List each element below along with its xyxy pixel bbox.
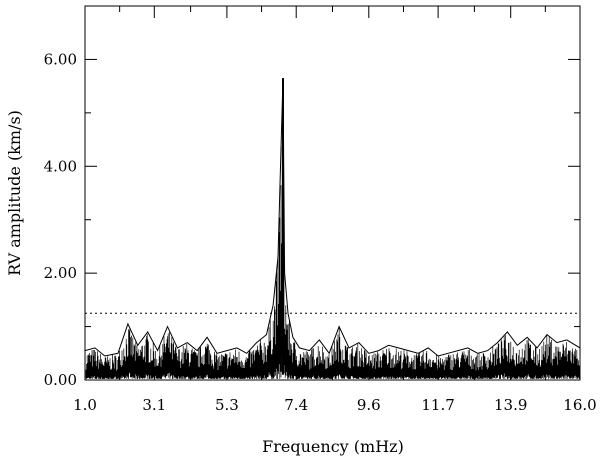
x-tick-label: 5.3 (215, 396, 239, 414)
x-tick-label: 1.0 (73, 396, 97, 414)
plot-frame (84, 5, 581, 381)
tick-labels: 1.0 3.1 5.3 7.4 9.6 11.7 13.9 16.0 0.00 2.00 4.00 6… (44, 50, 597, 414)
y-tick-label: 4.00 (44, 157, 77, 175)
noise-strokes (85, 136, 581, 379)
x-tick-label: 7.4 (284, 396, 308, 414)
x-tick-label: 3.1 (142, 396, 166, 414)
x-tick-label: 11.7 (421, 396, 454, 414)
x-tick-label: 13.9 (494, 396, 527, 414)
x-tick-label: 16.0 (563, 396, 596, 414)
x-tick-label: 9.6 (357, 396, 381, 414)
y-tick-label: 2.00 (44, 264, 77, 282)
y-tick-label: 0.00 (44, 371, 77, 389)
amplitude-envelope (84, 78, 581, 357)
axis-ticks (84, 5, 581, 381)
y-tick-label: 6.00 (44, 50, 77, 68)
x-axis-title: Frequency (mHz) (262, 437, 404, 456)
y-axis-title: RV amplitude (km/s) (5, 110, 24, 276)
